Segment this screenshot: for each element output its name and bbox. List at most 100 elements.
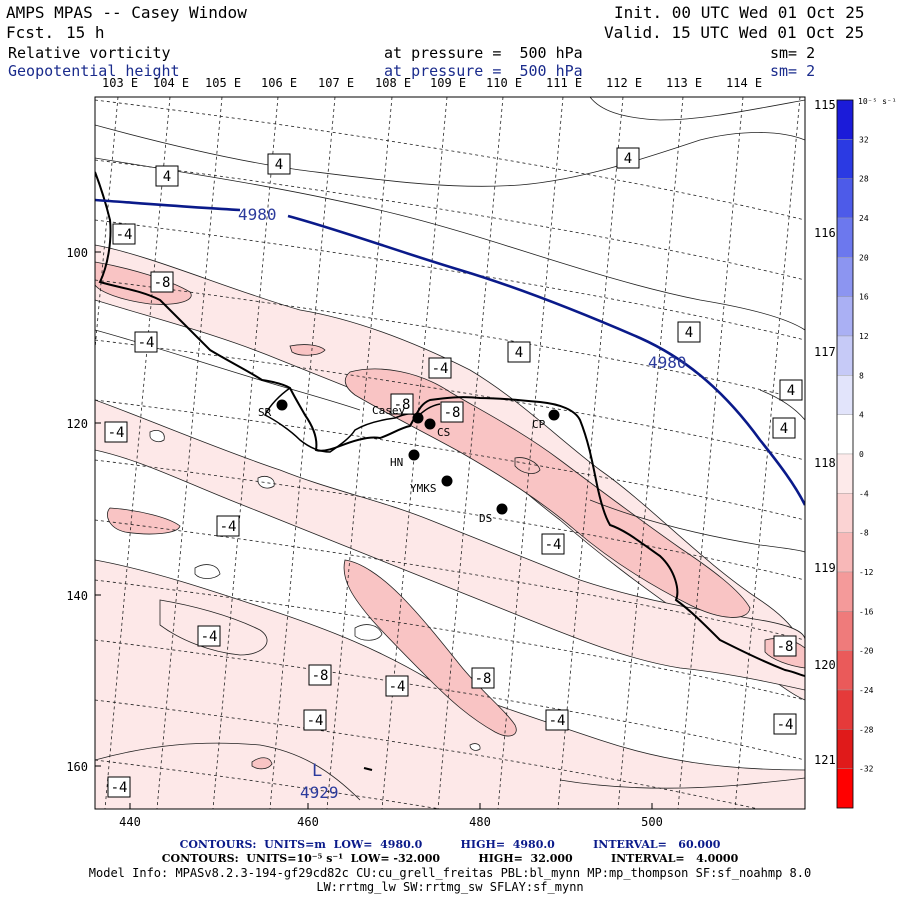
colorbar-tick-label: 0 (859, 450, 864, 459)
colorbar-swatch (836, 296, 854, 337)
station-code: YMKS (410, 482, 437, 495)
top-lon-label: 107 E (318, 76, 355, 90)
colorbar-tick-label: -20 (859, 647, 874, 656)
footer-vorticity-contours: CONTOURS: UNITS=10⁻⁵ s⁻¹ LOW= -32.000 HI… (161, 852, 739, 865)
vorticity-label-box: -4 (773, 713, 797, 735)
vorticity-label-box: 4 (772, 417, 796, 439)
colorbar-swatch (836, 493, 854, 533)
vorticity-label: -4 (545, 537, 562, 553)
vorticity-label-box: -4 (216, 515, 240, 537)
footer-model-info: Model Info: MPASv8.2.3-194-gf29cd82c CU:… (88, 866, 812, 880)
vorticity-label-box: -4 (303, 709, 327, 731)
meridian-line (104, 97, 171, 809)
init-time: Init. 00 UTC Wed 01 Oct 25 (614, 3, 865, 22)
y-tick-label: 100 (66, 246, 88, 260)
vorticity-label: -4 (307, 713, 324, 729)
field2-name: Geopotential height (8, 62, 180, 80)
colorbar-swatch (836, 375, 854, 415)
vorticity-label: 4 (163, 169, 171, 185)
vorticity-label-box: -8 (440, 401, 464, 423)
station-dot (496, 503, 508, 515)
station-ymks: YMKS (410, 475, 453, 495)
colorbar-tick-label: 16 (859, 293, 869, 302)
top-lon-label: 105 E (205, 76, 242, 90)
station-hn: HN (390, 449, 420, 469)
vorticity-contour-labels: 4 4 4 -4 -8 -4 4 4 4 -4 -8 -8 -4 4 -4 -4 -4 -8 -8 -4 -4 -8 -4 -… (104, 147, 803, 798)
parallel-line (95, 579, 805, 701)
vorticity-label: 4 (624, 151, 632, 167)
colorbar-swatch (836, 257, 854, 297)
coastline (95, 171, 805, 677)
footer-model-info-2: LW:rrtmg_lw SW:rrtmg_sw SFLAY:sf_mynn (316, 880, 584, 894)
vorticity-label-box: 4 (267, 153, 291, 175)
plot-frame (94, 96, 806, 810)
station-code: DS (479, 512, 492, 525)
meridian-line (617, 97, 684, 809)
vorticity-label: 4 (685, 325, 693, 341)
vorticity-label: -4 (116, 227, 133, 243)
colorbar-tick-label: -12 (859, 568, 874, 577)
meridian-line (326, 97, 393, 809)
vorticity-label-box: 4 (616, 147, 640, 169)
colorbar-units: 10⁻⁵ s⁻¹ (858, 97, 897, 106)
vorticity-label-box: -4 (545, 709, 569, 731)
vorticity-label: 4 (275, 157, 283, 173)
colorbar-swatch (836, 414, 854, 455)
field1-name: Relative vorticity (8, 44, 171, 62)
colorbar-swatch (836, 217, 854, 258)
colorbar-tick-label: 8 (859, 371, 864, 380)
parallel-line (95, 339, 805, 461)
parallel-line (95, 699, 760, 809)
colorbar-tick-label: -32 (859, 765, 874, 774)
vorticity-label: 4 (515, 345, 523, 361)
colorbar-tick-label: -8 (859, 529, 869, 538)
vorticity-label: -4 (201, 629, 218, 645)
x-tick-label: 500 (641, 815, 663, 829)
parallel-line (95, 279, 805, 401)
colorbar-tick-label: -4 (859, 489, 869, 498)
vorticity-label: -8 (394, 397, 411, 413)
top-lon-label: 111 E (546, 76, 583, 90)
vorticity-label-box: -4 (107, 776, 131, 798)
meridian-line (269, 97, 336, 809)
station-cp: CP (532, 409, 560, 431)
colorbar-swatch (836, 729, 854, 769)
vorticity-label-box: -4 (112, 223, 136, 245)
colorbar-swatch (836, 178, 854, 219)
vorticity-label: 4 (787, 383, 795, 399)
station-dot (424, 418, 436, 430)
meridian-line (497, 97, 564, 809)
colorbar-tick-label: 24 (859, 214, 869, 223)
vorticity-label-box: -4 (104, 421, 128, 443)
colorbar-swatch (836, 139, 854, 179)
vorticity-label: 4 (780, 421, 788, 437)
station-casey: Casey (372, 404, 424, 424)
parallel-line (95, 219, 805, 341)
low-center-tick (363, 767, 373, 771)
parallel-line (95, 639, 805, 761)
height-label: 4980 (648, 353, 687, 372)
vorticity-label: -8 (777, 639, 794, 655)
vorticity-label-box: -4 (428, 357, 452, 379)
colorbar-swatch (836, 335, 854, 376)
parallel-line (95, 399, 805, 521)
station-code: CS (437, 426, 450, 439)
y-tick-label: 140 (66, 589, 88, 603)
colorbar-swatch (836, 571, 854, 612)
meridian-line (437, 97, 504, 809)
parallel-line (95, 519, 805, 641)
top-lon-label: 114 E (726, 76, 763, 90)
meridian-line (677, 97, 744, 809)
top-lon-label: 103 E (102, 76, 139, 90)
vorticity-label-box: 4 (155, 165, 179, 187)
station-dot (441, 475, 453, 487)
station-sr: SR (258, 399, 288, 419)
vorticity-label: -4 (777, 717, 794, 733)
station-code: CP (532, 418, 546, 431)
forecast-label: Fcst. (6, 23, 55, 42)
station-code: Casey (372, 404, 405, 417)
top-lon-label: 113 E (666, 76, 703, 90)
vorticity-label-box: 4 (507, 341, 531, 363)
parallel-line (95, 159, 805, 281)
